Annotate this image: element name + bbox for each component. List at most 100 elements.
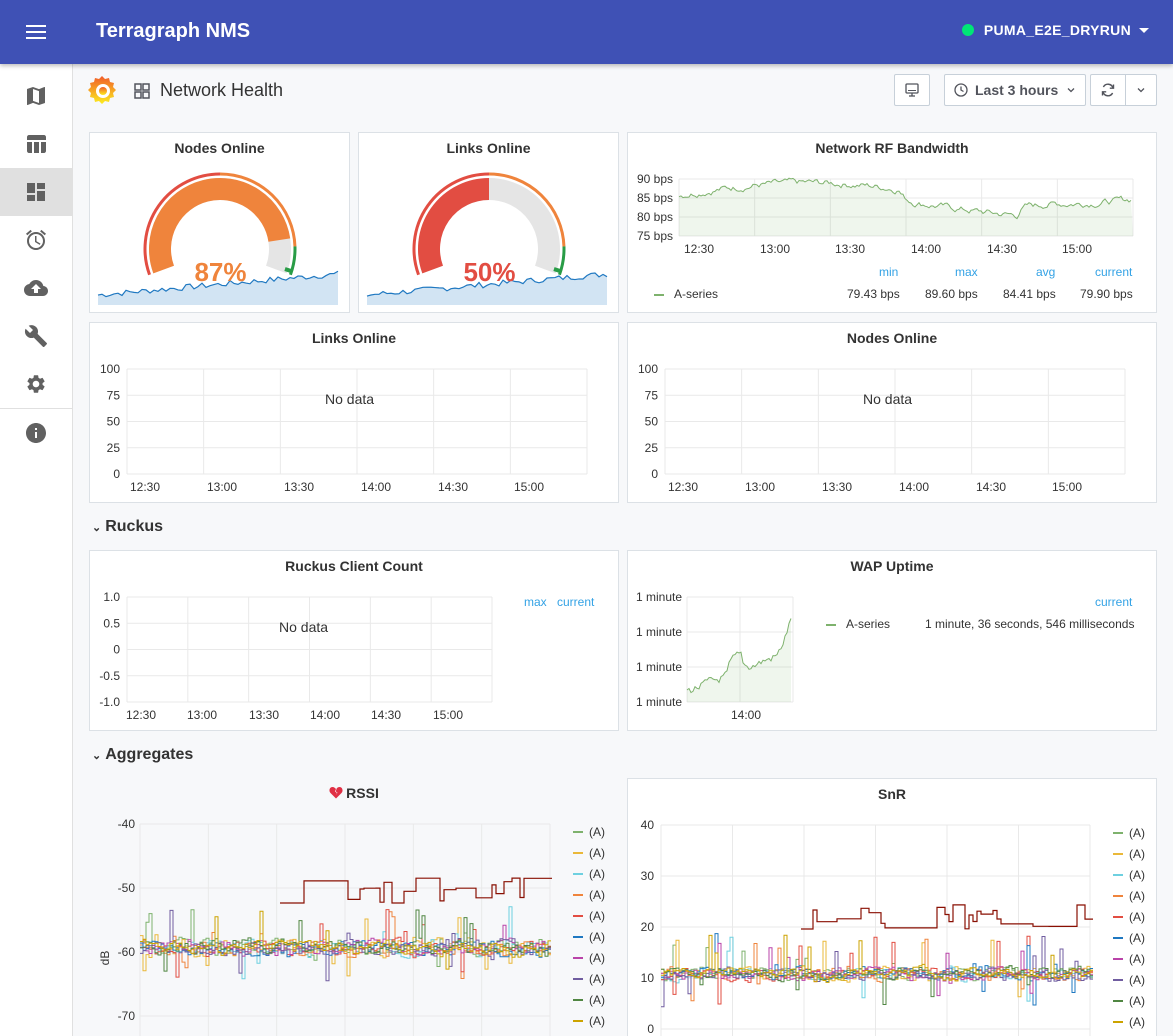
- threshold-red: [143, 172, 221, 276]
- menu-icon[interactable]: [22, 20, 50, 44]
- threshold-orange: [488, 172, 566, 247]
- legend-item: (A): [589, 930, 605, 944]
- side-nav: [0, 64, 73, 1036]
- legend-item: (A): [589, 867, 605, 881]
- tv-mode-button[interactable]: [894, 74, 930, 106]
- tick-label: 14:00: [361, 480, 391, 494]
- no-data-label: No data: [863, 391, 913, 407]
- alarm-icon: [26, 229, 46, 250]
- legend-header-current[interactable]: current: [1095, 595, 1133, 609]
- sparkline-line: [366, 272, 608, 297]
- series-line: [280, 877, 552, 904]
- series-area: [687, 618, 791, 702]
- tick-label: 50: [107, 415, 121, 429]
- legend-header-max[interactable]: max: [524, 595, 547, 609]
- nav-tools[interactable]: [0, 312, 72, 360]
- grafana-logo-icon[interactable]: [86, 74, 118, 111]
- tick-label: 15:00: [514, 480, 544, 494]
- tick-label: 15:00: [433, 708, 463, 722]
- broken-heart-icon: [329, 787, 343, 799]
- tick-label: 14:30: [976, 480, 1006, 494]
- tick-label: 0: [113, 467, 120, 481]
- panel-links-online-gauge[interactable]: Links Online 50%: [358, 132, 619, 313]
- nav-dashboards[interactable]: [0, 168, 72, 216]
- tick-label: 14:00: [731, 708, 761, 722]
- map-icon: [27, 87, 45, 105]
- tick-label: -60: [118, 945, 136, 959]
- panel-snr[interactable]: SnR 40 30 20 10 0 (A) (A) (A) (A) (A) (A) (A) (A) (A)…: [627, 778, 1157, 1036]
- legend-header-min[interactable]: min: [879, 265, 899, 279]
- no-data-label: No data: [279, 619, 329, 635]
- legend-item: (A): [589, 993, 605, 1007]
- tick-label: 25: [645, 441, 659, 455]
- legend-min-value: 79.43 bps: [847, 287, 900, 301]
- legend-header-current[interactable]: current: [557, 595, 595, 609]
- panel-rssi[interactable]: RSSI -40 -50 -60 -70 dB (A) (A) (A) (A) (A) (A) (A)…: [89, 778, 619, 1036]
- legend-series[interactable]: A-series: [654, 287, 718, 301]
- gauge-threshold-marker: [553, 267, 562, 274]
- tick-label: 12:30: [668, 480, 698, 494]
- legend-header-avg[interactable]: avg: [1036, 265, 1056, 279]
- panel-network-rf-bandwidth[interactable]: Network RF Bandwidth 90 bps 85 bps 80 bps 7…: [627, 132, 1157, 313]
- threshold-green: [558, 246, 566, 276]
- row-ruckus[interactable]: ⌄ Ruckus: [92, 518, 163, 536]
- tick-label: 1 minute: [636, 590, 682, 604]
- tick-label: 85 bps: [637, 191, 673, 205]
- info-icon: [26, 423, 46, 443]
- legend-item: (A): [1129, 1015, 1145, 1029]
- tick-label: 50: [645, 415, 659, 429]
- chevron-down-icon: [1067, 88, 1075, 93]
- wrench-icon: [24, 325, 47, 347]
- dashboard-icon: [27, 183, 45, 201]
- panel-title: Nodes Online: [174, 140, 265, 156]
- gauge-value: 87%: [194, 257, 247, 287]
- snr-chart: 40 30 20 10 0 (A) (A) (A) (A) (A) (A) (A) (A) (A) (A): [641, 818, 1145, 1036]
- legend-item: (A): [589, 825, 605, 839]
- nav-upgrade[interactable]: [0, 264, 72, 312]
- legend-series[interactable]: A-series: [826, 617, 890, 631]
- tick-label: 13:00: [207, 480, 237, 494]
- tick-label: 14:30: [438, 480, 468, 494]
- legend-item: (A): [1129, 973, 1145, 987]
- nav-tables[interactable]: [0, 120, 72, 168]
- tick-label: 12:30: [126, 708, 156, 722]
- panel-wap-uptime[interactable]: WAP Uptime 1 minute 1 minute 1 minute 1 min…: [627, 550, 1157, 731]
- time-range-picker[interactable]: Last 3 hours: [944, 74, 1086, 106]
- series-line: [661, 942, 1093, 997]
- legend-avg-value: 84.41 bps: [1003, 287, 1056, 301]
- row-aggregates[interactable]: ⌄ Aggregates: [92, 746, 193, 764]
- legend-item: (A): [589, 846, 605, 860]
- refresh-interval-dropdown[interactable]: [1125, 74, 1157, 106]
- panel-nodes-online-graph[interactable]: Nodes Online 100 75 50 25 0 12:30 13:00 13:30 14…: [627, 322, 1157, 503]
- tick-label: 14:30: [987, 242, 1017, 256]
- legend-max-value: 89.60 bps: [925, 287, 978, 301]
- series-line: [686, 618, 792, 694]
- tick-label: -0.5: [99, 669, 120, 683]
- panel-links-online-graph[interactable]: Links Online 100 75 50 25 0 12:30 13:00 13:30 14…: [89, 322, 619, 503]
- dashboard-title[interactable]: Network Health: [134, 80, 283, 101]
- panel-nodes-online-gauge[interactable]: Nodes Online 87%: [89, 132, 350, 313]
- table-icon: [27, 135, 46, 153]
- nav-settings[interactable]: [0, 360, 72, 408]
- legend-swatch: [826, 623, 836, 626]
- legend-header-max[interactable]: max: [955, 265, 978, 279]
- legend-item: (A): [1129, 826, 1145, 840]
- panel-title: Nodes Online: [846, 330, 938, 346]
- legend-current-value: 79.90 bps: [1080, 287, 1133, 301]
- nav-about[interactable]: [0, 409, 72, 457]
- network-selector[interactable]: PUMA_E2E_DRYRUN: [961, 22, 1149, 38]
- sparkline-line: [97, 270, 339, 298]
- panel-ruckus-client-count[interactable]: Ruckus Client Count 1.0 0.5 0 -0.5 -1.0 12:30…: [89, 550, 619, 731]
- nav-divider: [0, 408, 72, 409]
- ruckus-client-chart: 1.0 0.5 0 -0.5 -1.0 12:30 13:00 13:30 14:00 14:30…: [99, 590, 493, 722]
- tick-label: 40: [641, 818, 655, 832]
- nav-alarms[interactable]: [0, 216, 72, 264]
- threshold-red: [412, 172, 490, 276]
- refresh-button[interactable]: [1090, 74, 1126, 106]
- tick-label: 100: [100, 362, 120, 376]
- nav-map[interactable]: [0, 72, 72, 120]
- legend-current-value: 1 minute, 36 seconds, 546 milliseconds: [925, 617, 1135, 631]
- chevron-down-icon: [1137, 88, 1145, 93]
- legend-header-current[interactable]: current: [1095, 265, 1133, 279]
- legend-item: (A): [589, 888, 605, 902]
